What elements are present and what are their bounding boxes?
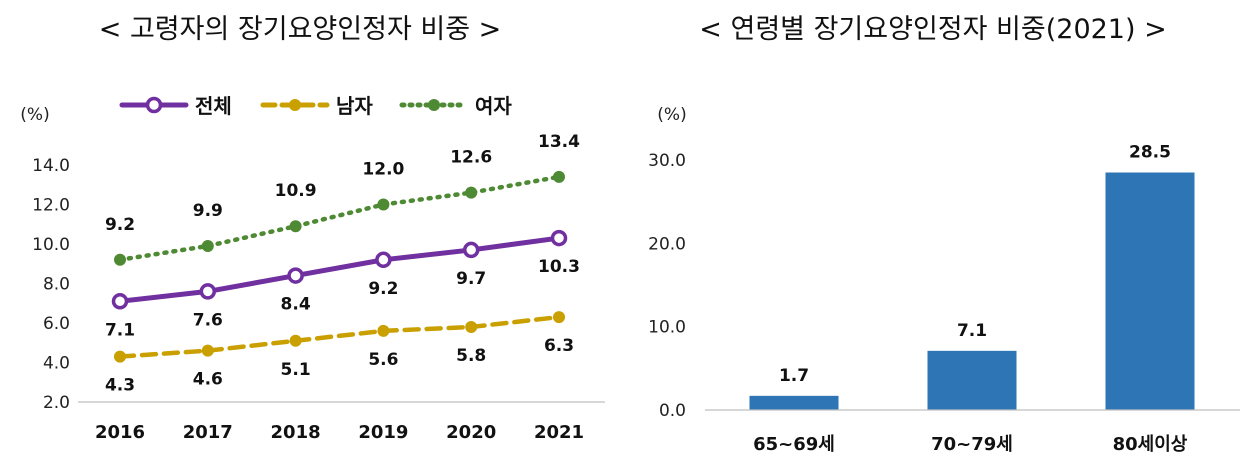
- data-label: 9.9: [193, 201, 223, 221]
- line-chart-data-labels: 7.1 7.6 8.4 9.2 9.7 10.3 4.3 4.6 5.1 5.6 5.8 6.3 9.2…: [105, 132, 580, 396]
- series-point: [201, 239, 214, 252]
- legend-label: 여자: [475, 94, 512, 118]
- series-point: [114, 350, 126, 363]
- data-label: 4.3: [105, 376, 135, 396]
- line-chart-y-tick: 10.0: [32, 235, 70, 255]
- bar-chart-y-tick: 20.0: [648, 234, 686, 254]
- bar: [749, 395, 839, 410]
- bar-chart-y-tick: 10.0: [648, 318, 686, 338]
- legend-label: 남자: [336, 94, 373, 118]
- line-chart-x-tick: 2018: [271, 422, 321, 443]
- line-chart-legend: 전체 남자 여자: [119, 94, 512, 118]
- line-chart-title: < 고령자의 장기요양인정자 비중 >: [99, 14, 502, 45]
- series-point: [550, 229, 568, 247]
- data-label: 12.6: [450, 148, 492, 168]
- bar-chart-unit: (%): [657, 105, 686, 125]
- line-chart-y-ticks: 2.0 4.0 6.0 8.0 10.0 12.0 14.0: [32, 156, 70, 413]
- line-chart-y-tick: 2.0: [43, 393, 70, 413]
- legend-swatch-marker: [289, 99, 301, 111]
- series-point: [199, 283, 217, 300]
- line-chart-y-tick: 4.0: [43, 354, 70, 374]
- data-label: 9.7: [456, 269, 486, 289]
- series-point: [289, 220, 302, 233]
- data-label: 4.6: [193, 370, 223, 390]
- bar-chart-bars: [749, 172, 1195, 410]
- line-chart-x-tick: 2019: [358, 422, 408, 443]
- bar-chart: < 연령별 장기요양인정자 비중(2021) > (%) 0.0 10.0 20.0…: [648, 14, 1240, 455]
- series-point: [462, 241, 480, 259]
- bar-data-label: 7.1: [957, 321, 987, 341]
- legend-swatch-marker: [145, 96, 163, 114]
- data-label: 5.1: [281, 360, 311, 380]
- series-point: [553, 170, 565, 183]
- line-chart: < 고령자의 장기요양인정자 비중 > (%) 2.0 4.0 6.0 8.0 10.0…: [20, 14, 605, 443]
- series-point: [114, 253, 126, 266]
- legend-label: 전체: [195, 94, 232, 118]
- line-chart-y-tick: 12.0: [32, 196, 70, 216]
- series-line-2: [117, 174, 562, 263]
- data-label: 10.3: [538, 257, 580, 277]
- series-point: [465, 186, 478, 199]
- bar-chart-y-tick: 30.0: [648, 151, 686, 171]
- bar-data-label: 1.7: [779, 366, 809, 386]
- series-point: [465, 320, 478, 333]
- bar-chart-y-tick: 0.0: [659, 401, 686, 421]
- bar-chart-x-ticks: 65~69세 70~79세 80세이상: [753, 434, 1188, 455]
- series-point: [375, 251, 392, 269]
- bar-chart-x-tick: 70~79세: [931, 434, 1013, 455]
- series-point: [287, 267, 304, 284]
- legend-swatch-marker: [428, 99, 440, 111]
- bar: [927, 350, 1017, 410]
- bar-chart-x-tick: 80세이상: [1113, 434, 1188, 455]
- line-chart-y-tick: 14.0: [32, 156, 70, 176]
- line-chart-y-tick: 6.0: [43, 314, 70, 334]
- line-chart-x-tick: 2016: [95, 422, 145, 443]
- data-label: 12.0: [362, 160, 404, 180]
- data-label: 7.6: [193, 310, 223, 330]
- data-label: 8.4: [281, 295, 311, 315]
- series-point: [553, 311, 565, 324]
- line-chart-x-ticks: 2016 2017 2018 2019 2020 2021: [95, 422, 584, 443]
- data-label: 9.2: [368, 279, 398, 299]
- series-point: [111, 293, 129, 310]
- bar-data-label: 28.5: [1129, 143, 1171, 163]
- series-point: [289, 334, 302, 347]
- line-chart-series: [111, 170, 568, 363]
- data-label: 5.8: [456, 346, 486, 366]
- series-point: [377, 198, 390, 211]
- series-point: [201, 344, 214, 357]
- bar-chart-title: < 연령별 장기요양인정자 비중(2021) >: [699, 14, 1166, 45]
- data-label: 9.2: [105, 215, 135, 235]
- bar-chart-x-tick: 65~69세: [753, 434, 835, 455]
- line-chart-x-tick: 2020: [446, 422, 496, 443]
- series-line-0: [117, 235, 562, 304]
- line-chart-x-tick: 2021: [534, 422, 584, 443]
- data-label: 6.3: [544, 336, 574, 356]
- data-label: 5.6: [368, 350, 398, 370]
- series-point: [377, 324, 390, 337]
- bar-chart-y-ticks: 0.0 10.0 20.0 30.0: [648, 151, 686, 421]
- series-line-1: [117, 314, 562, 359]
- data-label: 7.1: [105, 320, 135, 340]
- bar: [1105, 172, 1195, 410]
- line-chart-unit: (%): [20, 105, 49, 125]
- bar-chart-data-labels: 1.7 7.1 28.5: [779, 143, 1171, 386]
- data-label: 10.9: [275, 181, 317, 201]
- line-chart-x-tick: 2017: [183, 422, 233, 443]
- data-label: 13.4: [538, 132, 580, 152]
- line-chart-y-tick: 8.0: [43, 275, 70, 295]
